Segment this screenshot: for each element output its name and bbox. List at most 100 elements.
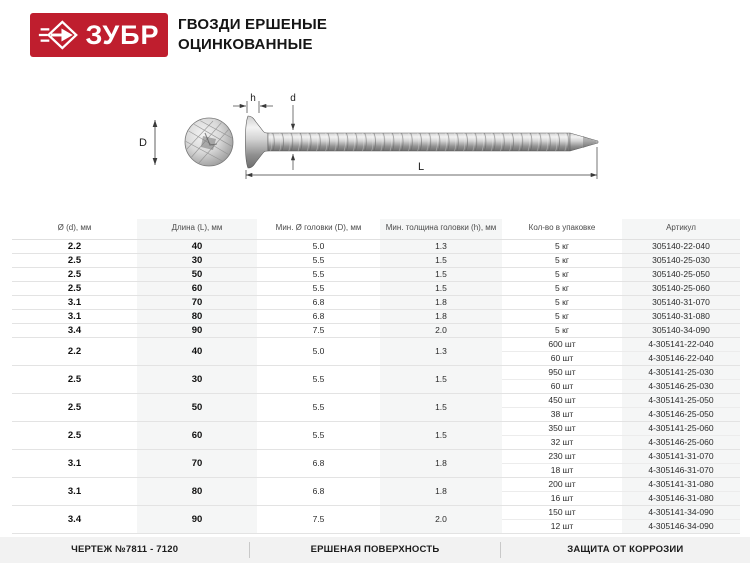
spec-row: 2.5 30 5.5 1.5 950 шт 4-305141-25-030: [12, 364, 740, 393]
spec-row: 2.5 60 5.5 1.5 350 шт 4-305141-25-060: [12, 420, 740, 449]
cell-diameter: 2.2: [12, 336, 137, 365]
footer-drawing-number: ЧЕРТЕЖ №7811 - 7120: [71, 544, 179, 555]
spec-row: 18 шт 4-305146-31-070: [12, 463, 740, 477]
spec-row: 2.5 30 5.5 1.5 5 кг 305140-25-030: [12, 252, 740, 267]
cell-diameter: 2.5: [12, 266, 137, 281]
spec-row: 2.2 40 5.0 1.3 600 шт 4-305141-22-040: [12, 336, 740, 365]
spec-row: 3.1 80 6.8 1.8 5 кг 305140-31-080: [12, 308, 740, 323]
cell-pack-quantity: 32 шт: [550, 436, 574, 447]
cell-sku: 305140-25-030: [622, 252, 740, 267]
cell-sku: 4-305146-25-060: [648, 436, 714, 447]
footer-surface-type: ЕРШЕНАЯ ПОВЕРХНОСТЬ: [249, 542, 499, 558]
cell-length: 60: [137, 420, 257, 449]
cell-diameter: 2.2: [12, 238, 137, 253]
cell-pack-quantity: 5 кг: [502, 322, 622, 337]
cell-pack-quantity: 38 шт: [550, 408, 574, 419]
cell-diameter: 2.5: [12, 364, 137, 393]
cell-pack-quantity: 16 шт: [550, 492, 574, 503]
zubr-arrow-icon: [39, 20, 79, 50]
cell-pack-quantity: 18 шт: [550, 464, 574, 475]
cell-length: 70: [137, 294, 257, 309]
nail-head-top-view: [184, 117, 234, 167]
cell-head-diameter: 5.5: [257, 266, 380, 281]
cell-head-thickness: 1.8: [380, 448, 502, 477]
cell-head-thickness: 1.5: [380, 392, 502, 421]
dimension-L: [245, 147, 598, 179]
cell-pack-quantity: 12 шт: [550, 520, 574, 531]
cell-head-diameter: 5.5: [257, 280, 380, 295]
col-header-head-thickness: Мин. толщина головки (h), мм: [380, 219, 502, 240]
spec-row: 32 шт 4-305146-25-060: [12, 435, 740, 449]
spec-row: 60 шт 4-305146-25-030: [12, 379, 740, 393]
cell-diameter: 3.1: [12, 448, 137, 477]
col-header-sku: Артикул: [622, 219, 740, 240]
dim-label-d: d: [290, 93, 296, 104]
cell-pack-quantity: 600 шт: [502, 336, 622, 352]
cell-sku: 4-305141-22-040: [622, 336, 740, 352]
cell-diameter: 3.1: [12, 294, 137, 309]
cell-sku: 4-305146-31-080: [648, 492, 714, 503]
cell-sku: 4-305141-31-070: [622, 448, 740, 464]
cell-sku: 4-305141-25-030: [622, 364, 740, 380]
cell-length: 60: [137, 280, 257, 295]
cell-pack-quantity: 5 кг: [502, 238, 622, 253]
cell-head-diameter: 6.8: [257, 476, 380, 505]
cell-head-thickness: 1.8: [380, 308, 502, 323]
product-title-line2: ОЦИНКОВАННЫЕ: [178, 36, 313, 53]
cell-head-thickness: 2.0: [380, 504, 502, 533]
cell-sku: 4-305141-25-050: [622, 392, 740, 408]
cell-head-diameter: 5.0: [257, 238, 380, 253]
cell-head-thickness: 1.3: [380, 238, 502, 253]
cell-head-diameter: 6.8: [257, 294, 380, 309]
spec-row: 3.1 70 6.8 1.8 230 шт 4-305141-31-070: [12, 448, 740, 477]
cell-sku: 305140-25-050: [622, 266, 740, 281]
cell-diameter: 3.4: [12, 322, 137, 337]
zubr-logo: ЗУБР: [30, 13, 168, 57]
product-title: ГВОЗДИ ЕРШЕНЫЕ ОЦИНКОВАННЫЕ: [178, 15, 327, 55]
cell-pack-quantity: 200 шт: [502, 476, 622, 492]
spec-row: 3.4 90 7.5 2.0 150 шт 4-305141-34-090: [12, 504, 740, 533]
cell-diameter: 3.1: [12, 308, 137, 323]
cell-sku: 305140-31-070: [622, 294, 740, 309]
spec-row: 60 шт 4-305146-22-040: [12, 351, 740, 365]
nail-side-view: [245, 115, 599, 169]
cell-length: 80: [137, 308, 257, 323]
cell-pack-quantity: 150 шт: [502, 504, 622, 520]
cell-diameter: 2.5: [12, 420, 137, 449]
cell-pack-quantity: 230 шт: [502, 448, 622, 464]
cell-head-thickness: 1.5: [380, 266, 502, 281]
cell-head-diameter: 7.5: [257, 504, 380, 533]
cell-diameter: 2.5: [12, 280, 137, 295]
dim-label-h: h: [250, 93, 256, 104]
cell-length: 40: [137, 238, 257, 253]
cell-head-thickness: 1.5: [380, 280, 502, 295]
cell-sku: 305140-22-040: [622, 238, 740, 253]
spec-table-body: 2.2 40 5.0 1.3 5 кг 305140-22-040 2.5 30 5.5 1.5 5…: [12, 238, 740, 533]
cell-sku: 4-305146-25-030: [648, 380, 714, 391]
cell-sku: 305140-25-060: [622, 280, 740, 295]
col-header-pack-quantity: Кол-во в упаковке: [502, 219, 622, 240]
spec-row: 3.1 80 6.8 1.8 200 шт 4-305141-31-080: [12, 476, 740, 505]
cell-head-diameter: 5.5: [257, 252, 380, 267]
spec-row: 3.4 90 7.5 2.0 5 кг 305140-34-090: [12, 322, 740, 337]
brand-name: ЗУБР: [85, 19, 160, 50]
cell-pack-quantity: 950 шт: [502, 364, 622, 380]
spec-row: 2.2 40 5.0 1.3 5 кг 305140-22-040: [12, 238, 740, 253]
cell-pack-quantity: 450 шт: [502, 392, 622, 408]
cell-pack-quantity: 5 кг: [502, 252, 622, 267]
cell-pack-quantity: 350 шт: [502, 420, 622, 436]
cell-length: 70: [137, 448, 257, 477]
cell-sku: 4-305141-31-080: [622, 476, 740, 492]
col-header-length: Длина (L), мм: [137, 219, 257, 240]
cell-length: 50: [137, 266, 257, 281]
spec-row: 38 шт 4-305146-25-050: [12, 407, 740, 421]
cell-length: 50: [137, 392, 257, 421]
dimension-h: [233, 101, 273, 113]
spec-row: 16 шт 4-305146-31-080: [12, 491, 740, 505]
cell-head-diameter: 7.5: [257, 322, 380, 337]
cell-diameter: 3.4: [12, 504, 137, 533]
cell-head-diameter: 6.8: [257, 308, 380, 323]
cell-head-diameter: 5.5: [257, 420, 380, 449]
cell-head-diameter: 5.5: [257, 392, 380, 421]
